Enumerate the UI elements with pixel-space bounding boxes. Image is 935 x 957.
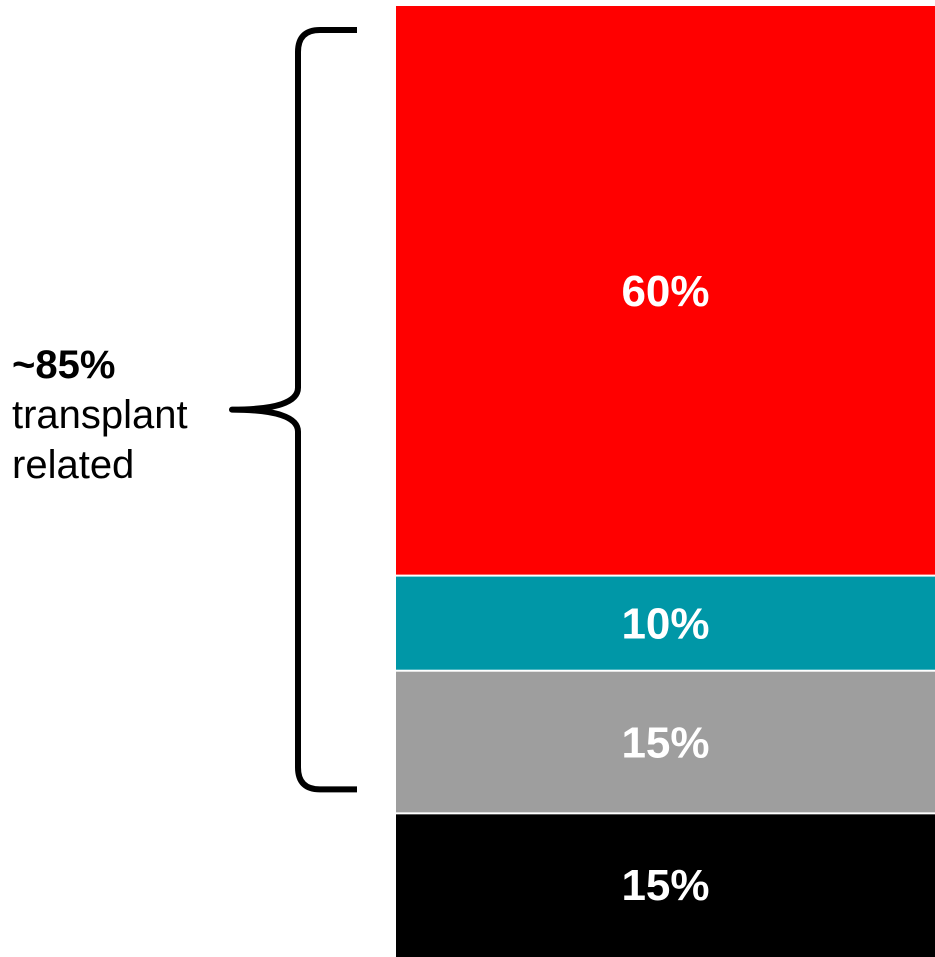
segment-value-label-1: 60% [621,267,709,316]
annotation-line-2: related [12,443,135,487]
curly-brace-icon [229,27,357,793]
annotation-percent: ~85% [12,343,116,387]
segment-value-label-2: 10% [621,600,709,649]
segment-value-label-3: 15% [621,719,709,768]
segment-value-label-4: 15% [621,861,709,910]
bar-segment-3 [396,671,935,813]
bar-segment-1 [396,6,935,575]
annotation-label: ~85% transplant related [12,340,188,490]
bar-segment-2 [396,576,935,670]
stacked-bar: 60% 10% 15% 15% [396,6,935,957]
annotation-line-1: transplant [12,393,188,437]
bar-segment-4 [396,814,935,957]
